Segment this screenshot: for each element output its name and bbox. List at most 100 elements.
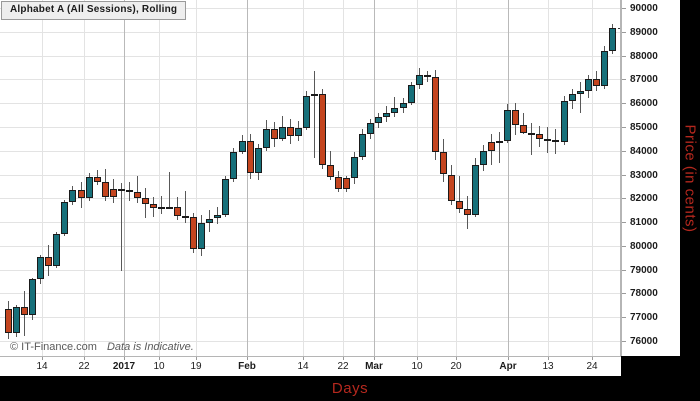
y-axis-tick-mark [622,32,626,33]
candlestick-wick [136,175,138,204]
candlestick-body [85,176,93,199]
candlestick [560,0,568,356]
candlestick-body [270,129,278,139]
x-axis-tick-mark [303,357,304,360]
x-axis-tick-mark [456,357,457,360]
candlestick-body [351,156,359,179]
candlestick [278,0,286,356]
y-axis-tick-mark [622,198,626,199]
gridline-vertical [374,0,375,356]
x-axis-tick-label: 2017 [112,361,136,372]
candlestick [149,0,157,356]
candlestick [592,0,600,356]
candlestick [520,0,528,356]
candlestick-body [423,74,431,77]
gridline-horizontal [0,270,620,271]
candlestick [61,0,69,356]
watermark-disclaimer: Data is Indicative. [106,341,194,353]
y-axis-tick-label: 77000 [630,312,658,324]
candlestick [455,0,463,356]
y-axis-tick-label: 86000 [630,98,658,110]
candlestick-wick [499,131,501,163]
candlestick-wick [531,123,533,156]
candlestick [77,0,85,356]
y-axis-tick-label: 84000 [630,145,658,157]
gridline-vertical [456,0,457,356]
gridline-vertical [159,0,160,356]
candlestick-body [302,96,310,129]
x-axis-tick-label: Feb [238,361,256,372]
y-axis-tick-label: 81000 [630,217,658,229]
candlestick [190,0,198,356]
candlestick-wick [523,112,525,135]
candlestick [69,0,77,356]
candlestick [608,0,616,356]
y-axis-tick-mark [622,127,626,128]
candlestick [246,0,254,356]
gridline-vertical [548,0,549,356]
gridline-horizontal [0,293,620,294]
candlestick-body [5,308,12,333]
y-axis-tick-mark [622,56,626,57]
y-axis-tick-mark [622,270,626,271]
candlestick [335,0,343,356]
y-axis-title: Price (in cents) [680,0,700,356]
candlestick-body [222,179,230,215]
candlestick-body [101,181,109,198]
candlestick [568,0,576,356]
candlestick-body [13,306,21,333]
x-axis-tick-mark [247,357,248,360]
x-axis-tick-label: 10 [411,361,423,372]
candlestick-wick [313,71,315,158]
x-axis-tick-label: 22 [78,361,90,372]
gridline-horizontal [0,103,620,104]
plot-frame: Alphabet A (All Sessions), Rolling © IT-… [0,0,621,356]
candlestick-wick [185,191,187,224]
y-axis-tick-label: 83000 [630,169,658,181]
gridline-horizontal [0,222,620,223]
candlestick [101,0,109,356]
candlestick-body [166,206,173,209]
candlestick [109,0,117,356]
candlestick-body [488,142,495,151]
y-axis-tick-label: 82000 [630,193,658,205]
candlestick-body [230,151,238,180]
x-axis-tick-label: 20 [450,361,462,372]
gridline-vertical [343,0,344,356]
candlestick [310,0,318,356]
candlestick-body [439,151,447,175]
candlestick [294,0,302,356]
y-axis-tick-label: 89000 [630,26,658,38]
candlestick-body [584,79,592,92]
candlestick-body [133,192,141,199]
candlestick-body [174,206,182,217]
y-axis-tick-label: 78000 [630,288,658,300]
candlestick-body [117,188,125,191]
gridline-horizontal [0,151,620,152]
candlestick-body [463,209,471,215]
x-axis-tick-mark [343,357,344,360]
x-axis-tick-label: 13 [542,361,554,372]
candlestick [383,0,391,356]
x-axis-tick-mark [374,357,375,360]
y-axis-tick-mark [622,317,626,318]
candlestick-body [600,50,608,87]
candlestick [238,0,246,356]
x-axis-title: Days [0,376,700,401]
candlestick-body [552,140,560,143]
candlestick [93,0,101,356]
y-axis-tick-mark [622,222,626,223]
candlestick [198,0,206,356]
gridline-horizontal [0,341,620,342]
candlestick [286,0,294,356]
candlestick [415,0,423,356]
candlestick-body [141,198,149,205]
candlestick [407,0,415,356]
candlestick-body [528,132,536,135]
y-axis-tick-mark [622,293,626,294]
candlestick [158,0,165,356]
x-axis-tick-mark [42,357,43,360]
gridline-horizontal [0,56,620,57]
candlestick-body [415,74,423,86]
y-axis-tick-label: 79000 [630,264,658,276]
